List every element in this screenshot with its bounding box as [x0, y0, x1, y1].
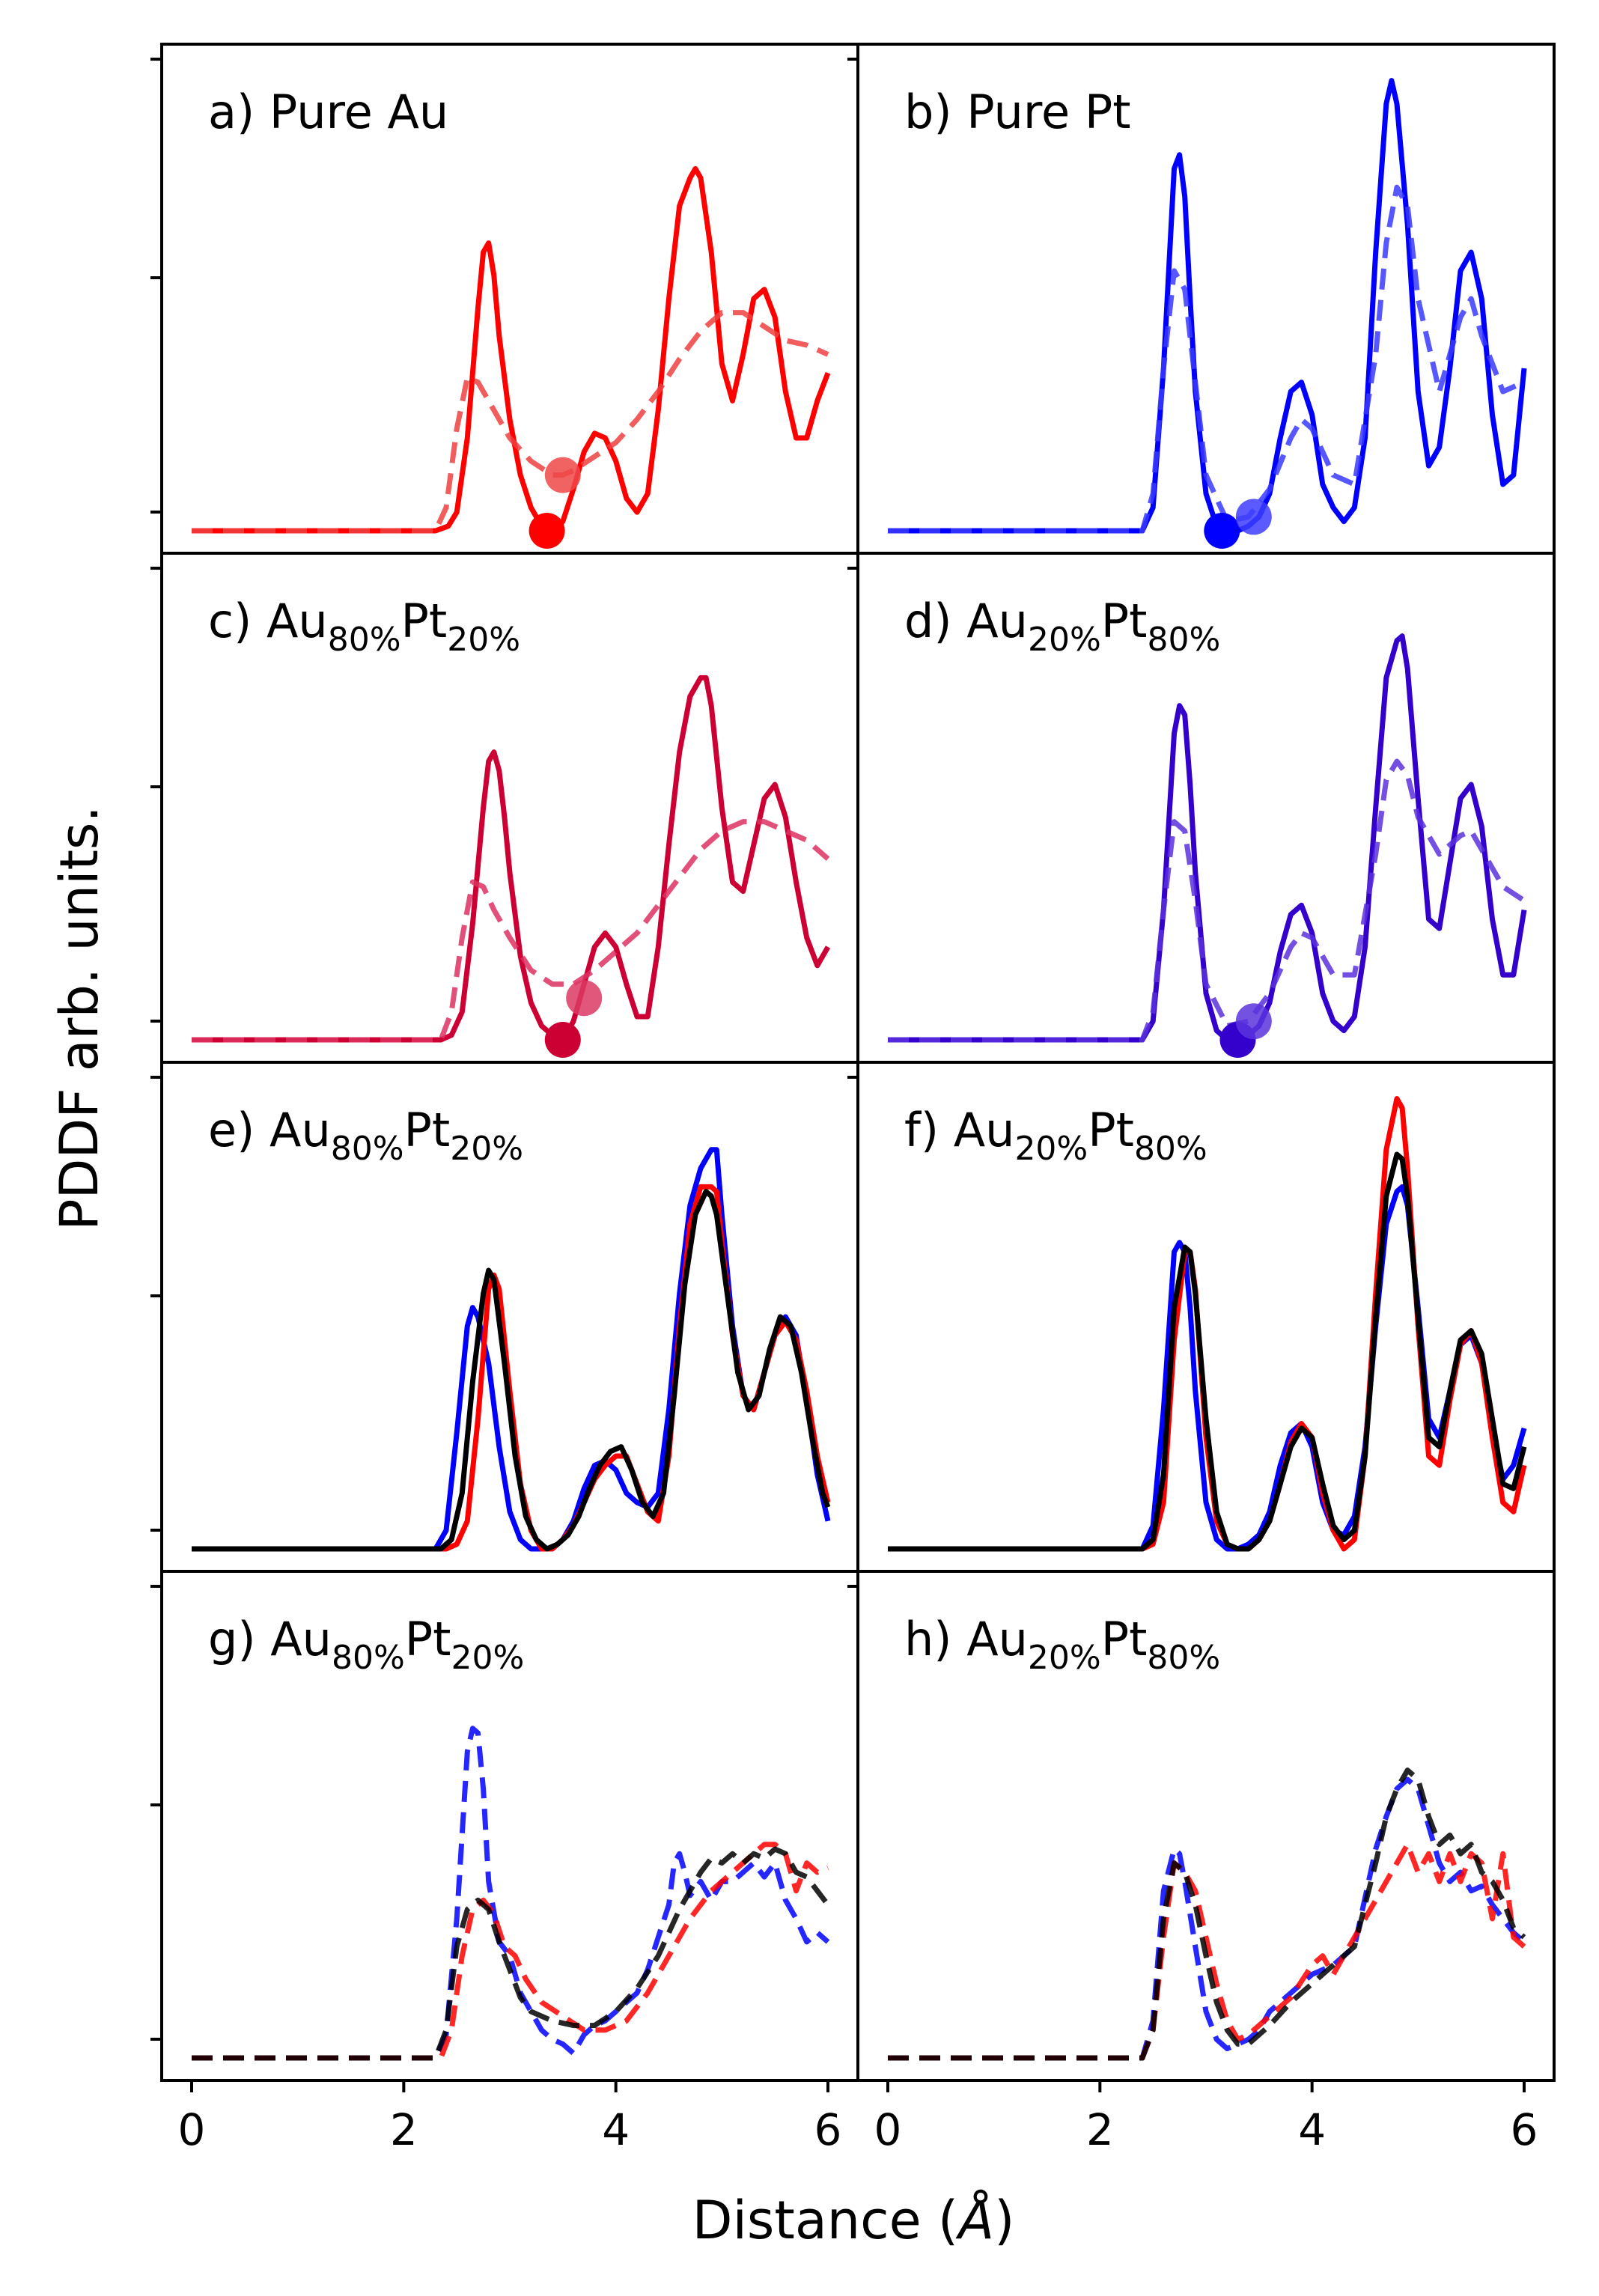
panel-a: a) Pure Au: [150, 43, 859, 555]
panel-h-label-label-sub1: 20%: [1028, 1639, 1101, 1677]
panel-f-series-2-solid-line: [888, 1151, 1527, 1552]
panel-a-minimum-marker: [529, 513, 565, 549]
panel-h-label-label-pre: h) Au: [904, 1612, 1028, 1666]
panel-d-label-label-sub2: 80%: [1147, 621, 1220, 659]
panel-g-x-tick-label: 4: [602, 2104, 630, 2155]
panel-d-minimum-marker: [1235, 1003, 1272, 1040]
panel-f: f) Au20%Pt80%: [847, 1061, 1556, 1573]
panel-h-frame: [856, 1570, 1556, 2082]
panel-a-series-0-solid-line: [192, 165, 831, 534]
x-axis-label: Distance (Å): [692, 2190, 1015, 2251]
panel-d-series-1-dashed-line: [888, 758, 1526, 1043]
panel-g-series-0-dashed-line: [192, 1726, 830, 2061]
panel-c-minimum-marker: [544, 1022, 581, 1058]
panel-c-label: c) Au80%Pt20%: [208, 594, 520, 659]
x-axis-label-unit: Å: [955, 2190, 994, 2251]
x-axis-label-prefix: Distance (: [692, 2190, 959, 2251]
panel-c-series-1-dashed-line: [192, 819, 830, 1043]
panel-h-series-0-dashed-line: [888, 1776, 1526, 2061]
panel-g-x-tick-label: 0: [178, 2104, 206, 2155]
panel-f-label-label-sub2: 80%: [1134, 1130, 1207, 1168]
panel-g-label: g) Au80%Pt20%: [208, 1612, 524, 1677]
panel-g-label-label-mid: Pt: [405, 1612, 451, 1666]
panel-g-x-tick-label: 6: [814, 2104, 842, 2155]
panel-e-label-label-mid: Pt: [404, 1103, 451, 1157]
panel-d-label-label-mid: Pt: [1101, 594, 1148, 648]
panel-h-label-label-mid: Pt: [1101, 1612, 1148, 1666]
panel-e-label-label-sub1: 80%: [331, 1130, 404, 1168]
panel-d-label: d) Au20%Pt80%: [904, 594, 1220, 659]
panel-b-minimum-marker: [1204, 513, 1240, 549]
panel-c-label-label-mid: Pt: [401, 594, 448, 648]
panel-b-series: [888, 78, 1527, 534]
panel-c-series: [192, 675, 831, 1043]
panel-e-series-2-solid-line: [192, 1189, 831, 1552]
panel-f-label-label-mid: Pt: [1088, 1103, 1134, 1157]
panel-h-x-tick-label: 0: [874, 2104, 902, 2155]
panel-g-series-1-dashed-line: [192, 1842, 829, 2061]
panel-e: e) Au80%Pt20%: [150, 1061, 859, 1573]
y-axis-label: PDDF arb. units.: [49, 806, 110, 1231]
panel-f-label-label-sub1: 20%: [1014, 1130, 1088, 1168]
panel-h: 0 2 4 6 h) Au20%Pt80%: [847, 1570, 1556, 2155]
panel-d-label-label-sub1: 20%: [1028, 621, 1101, 659]
panel-c-label-label-pre: c) Au: [208, 594, 328, 648]
panel-g-series-2-dashed-line: [192, 1846, 830, 2061]
panel-b-label: b) Pure Pt: [904, 85, 1131, 139]
panel-h-x-tick-label: 2: [1086, 2104, 1114, 2155]
panel-a-series-1-dashed-line: [192, 310, 829, 534]
panel-c-minimum-marker: [566, 980, 603, 1017]
panel-b-label-label-pre: b) Pure Pt: [904, 85, 1131, 139]
panel-c-label-label-sub1: 80%: [328, 621, 401, 659]
panel-g-x-tick-label: 2: [390, 2104, 418, 2155]
panel-c-label-label-sub2: 20%: [447, 621, 520, 659]
panel-b-series-1-dashed-line: [888, 184, 1526, 534]
panel-e-label-label-pre: e) Au: [208, 1103, 331, 1157]
panel-f-series: [888, 1096, 1527, 1552]
panel-a-label-label-pre: a) Pure Au: [208, 85, 448, 139]
panel-h-series-2-dashed-line: [888, 1767, 1526, 2061]
panel-b-minimum-marker: [1235, 499, 1272, 535]
panel-e-series-1-solid-line: [192, 1184, 831, 1552]
panel-g-label-label-sub1: 80%: [332, 1639, 405, 1677]
panel-f-series-0-solid-line: [888, 1184, 1527, 1552]
panel-d-series: [888, 633, 1527, 1043]
panels-group: a) Pure Au b) Pure Ptc) Au80%Pt20% d) Au20…: [150, 43, 1556, 2155]
panel-e-label-label-sub2: 20%: [450, 1130, 523, 1168]
panel-c: c) Au80%Pt20%: [150, 552, 859, 1064]
panel-a-label: a) Pure Au: [208, 85, 448, 139]
panel-a-series: [192, 165, 831, 534]
panel-g: 0 2 4 6 g) Au80%Pt20%: [150, 1570, 859, 2155]
x-axis-label-suffix: ): [994, 2190, 1014, 2251]
panel-b: b) Pure Pt: [847, 43, 1556, 555]
panel-b-series-0-solid-line: [888, 78, 1527, 534]
panel-e-series: [192, 1147, 831, 1552]
panel-h-label: h) Au20%Pt80%: [904, 1612, 1220, 1677]
panel-g-label-label-pre: g) Au: [208, 1612, 332, 1666]
panel-f-label: f) Au20%Pt80%: [904, 1103, 1207, 1168]
panel-h-x-tick-label: 4: [1298, 2104, 1326, 2155]
panel-a-minimum-marker: [544, 457, 581, 493]
panel-g-series: [192, 1726, 830, 2061]
panel-h-series-1-dashed-line: [888, 1842, 1526, 2061]
panel-h-label-label-sub2: 80%: [1147, 1639, 1220, 1677]
panel-g-label-label-sub2: 20%: [451, 1639, 524, 1677]
panel-e-label: e) Au80%Pt20%: [208, 1103, 523, 1168]
panel-d: d) Au20%Pt80%: [847, 552, 1556, 1064]
panel-h-x-tick-label: 6: [1511, 2104, 1538, 2155]
panel-f-label-label-pre: f) Au: [904, 1103, 1014, 1157]
panel-d-label-label-pre: d) Au: [904, 594, 1028, 648]
panel-c-series-0-solid-line: [192, 675, 831, 1043]
panel-h-series: [888, 1767, 1526, 2061]
